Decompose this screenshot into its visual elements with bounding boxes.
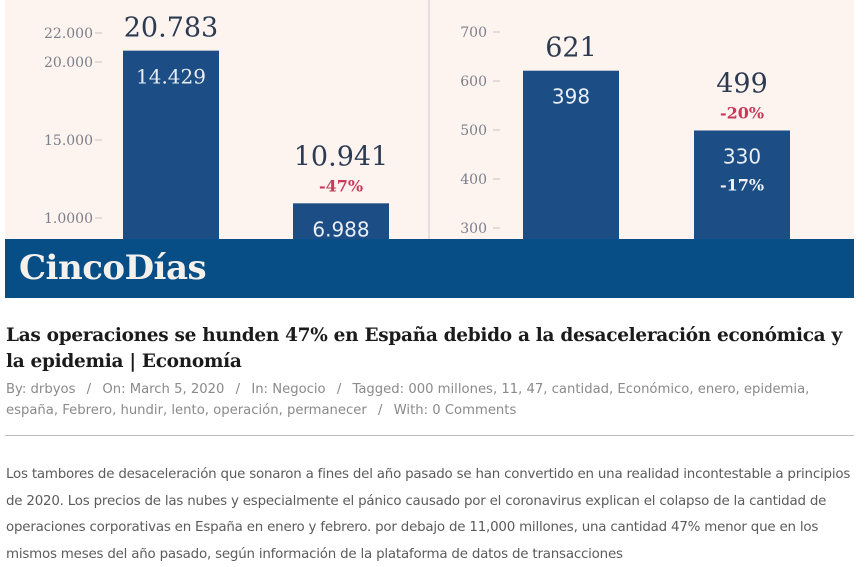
bar-total-label: 10.941 [294,141,388,172]
in-label: In: [251,382,269,397]
meta-separator: / [378,403,383,418]
divider [5,435,854,436]
meta-separator: / [336,382,342,397]
brand-logo: CincoDías [19,248,207,288]
change-percent-label: -20% [720,103,764,122]
tag-comma: , [689,382,698,397]
tag-link[interactable]: 11 [501,382,519,397]
tag-link[interactable]: operación [213,403,279,418]
featured-image[interactable]: 22.000 20.000 15.000 1.0000 20.783 14.429 10.9… [5,0,854,298]
category-link[interactable]: Negocio [272,382,326,397]
post-meta: By: drbyos / On: March 5, 2020 / In: Neg… [6,379,852,421]
by-label: By: [6,382,27,397]
bar [694,130,790,240]
y-tick-label: 20.000 [44,55,93,71]
tag-comma: , [278,403,287,418]
tag-comma: , [492,382,502,397]
with-label: With: [393,403,429,418]
bar [523,70,619,240]
y-tick-label: 400 [460,172,487,188]
tag-link[interactable]: permanecer [286,403,367,418]
bar [123,50,219,240]
bar [293,203,389,240]
y-tick-label: 1.0000 [44,211,93,227]
y-tick-label: 15.000 [44,133,93,149]
y-tick-label: 500 [460,123,487,139]
meta-separator: / [86,382,92,397]
tag-link[interactable]: hundir [120,403,163,418]
tag-list: 000 millones, 11, 47, cantidad, Económic… [6,382,809,418]
article-title[interactable]: Las operaciones se hunden 47% en España … [6,323,846,375]
tag-comma: , [609,382,618,397]
y-tick-label: 700 [460,25,487,41]
bar-inner-label: 6.988 [312,217,369,240]
tag-comma: , [53,403,63,418]
on-label: On: [102,382,126,397]
tag-comma: , [735,382,744,397]
tag-comma: , [805,382,810,397]
tag-comma: , [543,382,552,397]
comments-link[interactable]: 0 Comments [432,403,517,418]
article-title-text[interactable]: Las operaciones se hunden 47% en España … [6,325,842,372]
tag-link[interactable]: cantidad [551,382,610,397]
bar-total-label: 621 [545,33,597,64]
tag-link[interactable]: Febrero [62,403,113,418]
bar-inner-label: 330 [723,144,761,168]
tag-link[interactable]: 000 millones [408,382,493,397]
bar-total-label: 499 [716,68,768,99]
brand-band: CincoDías [5,239,854,298]
tag-comma: , [163,403,172,418]
tag-comma: , [112,403,121,418]
tag-comma: , [518,382,527,397]
tag-link[interactable]: epidemia [743,382,806,397]
tag-link[interactable]: españa [6,403,54,418]
tag-link[interactable]: enero [697,382,736,397]
meta-separator: / [235,382,241,397]
inner-change-percent-label: -17% [720,175,764,194]
date-link[interactable]: March 5, 2020 [129,382,225,397]
y-tick-label: 300 [460,221,487,237]
tag-link[interactable]: lento [171,403,205,418]
tag-link[interactable]: 47 [526,382,544,397]
article-body: Los tambores de desaceleración que sonar… [6,467,851,562]
bar-total-label: 20.783 [124,13,218,44]
tag-link[interactable]: Económico [617,382,690,397]
y-tick-label: 22.000 [44,26,93,42]
bar-charts: 22.000 20.000 15.000 1.0000 20.783 14.429 10.9… [44,0,790,240]
change-percent-label: -47% [319,176,363,195]
tagged-label: Tagged: [352,382,405,397]
y-tick-label: 600 [460,74,487,90]
tag-comma: , [204,403,214,418]
author-link[interactable]: drbyos [30,382,76,397]
bar-inner-label: 14.429 [136,65,206,89]
bar-inner-label: 398 [552,85,590,109]
